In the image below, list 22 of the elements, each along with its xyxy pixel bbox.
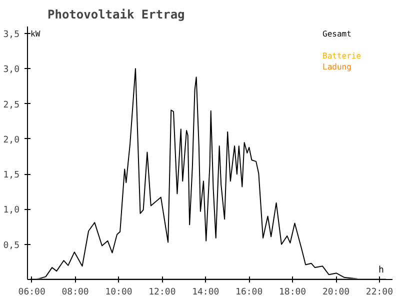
- y-tick-label: 3,0: [3, 65, 20, 76]
- y-tick-label: 1,5: [3, 170, 20, 181]
- y-tick-label: 0,5: [3, 240, 20, 251]
- x-tick-label: 16:00: [236, 288, 263, 298]
- y-axis-title: kW: [30, 30, 40, 38]
- x-tick-label: 20:00: [322, 288, 350, 298]
- y-tick-label: 2,0: [3, 135, 20, 146]
- x-tick-label: 14:00: [192, 288, 220, 298]
- x-axis-title: h: [378, 266, 384, 276]
- x-tick-label: 22:00: [366, 288, 394, 298]
- x-tick-label: 10:00: [105, 288, 132, 298]
- y-tick-label: 3,5: [3, 30, 20, 40]
- y-tick-label: 2,5: [3, 100, 20, 110]
- text: Gesamt: [322, 30, 352, 38]
- x-tick-label: 08:00: [62, 288, 89, 298]
- legend-label: Batterie: [322, 52, 362, 60]
- text: Ladung: [322, 62, 352, 72]
- x-tick-label: 06:00: [18, 288, 46, 298]
- x-tick-label: 18:00: [279, 288, 306, 298]
- y-tick-label: 1,0: [3, 206, 20, 216]
- chart-title: Photovoltaik Ertrag: [48, 8, 185, 22]
- x-tick-label: 12:00: [148, 288, 176, 298]
